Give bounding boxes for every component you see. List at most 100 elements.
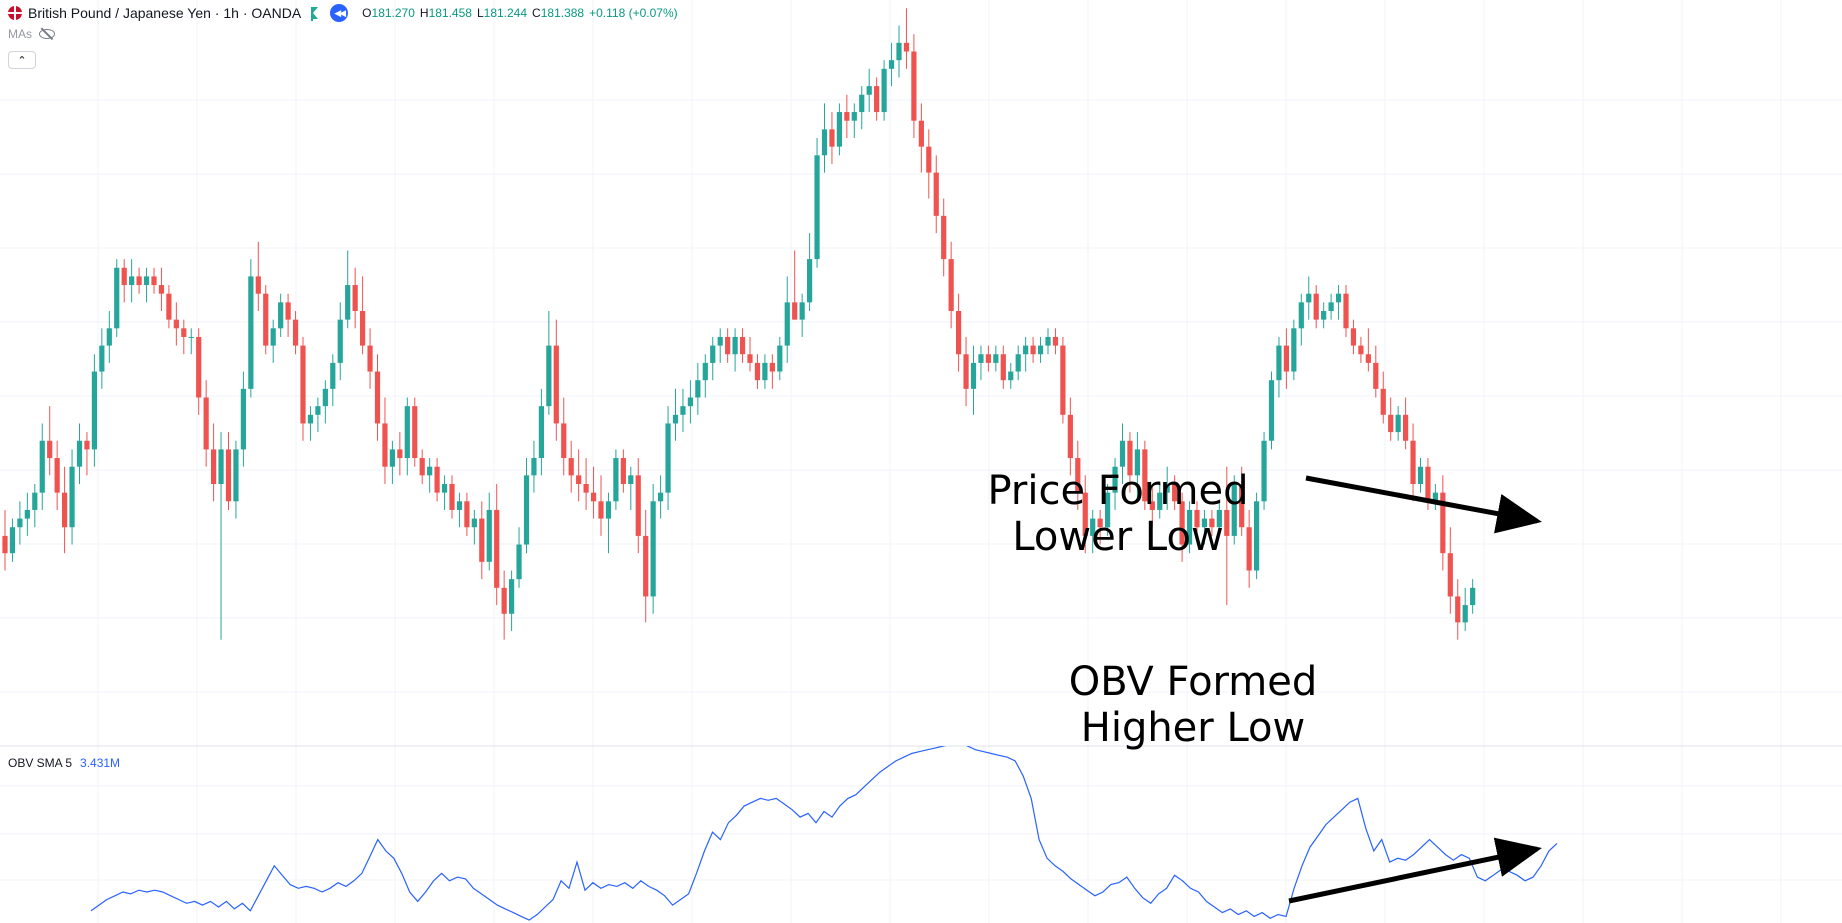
candle-body	[1231, 484, 1237, 536]
candle-body	[278, 302, 284, 329]
candle-body	[270, 328, 276, 346]
candle-body	[523, 475, 530, 545]
candle-body	[665, 423, 671, 493]
candle-body	[69, 466, 75, 528]
candle-body	[613, 458, 619, 502]
candle-body	[509, 579, 515, 614]
candle-body	[1313, 293, 1319, 320]
candle-body	[1105, 492, 1111, 528]
price-candles	[2, 8, 1476, 640]
candle-body	[1157, 492, 1163, 510]
ma-indicator-row: MAs	[8, 27, 55, 41]
candle-body	[799, 302, 805, 320]
candle-body	[1470, 587, 1476, 606]
candle-body	[1268, 380, 1275, 441]
replay-icon[interactable]: ◀◀	[330, 4, 349, 22]
candle-body	[1306, 293, 1312, 303]
candle-body	[993, 354, 999, 363]
candle-body	[829, 129, 835, 147]
candle-body	[32, 492, 38, 510]
candle-body	[1082, 492, 1088, 536]
candle-body	[672, 414, 679, 424]
candle-body	[263, 293, 269, 346]
candle-body	[710, 345, 716, 363]
candle-body	[1276, 345, 1282, 381]
candle-body	[114, 267, 120, 329]
candle-body	[1186, 509, 1193, 545]
candle-body	[866, 86, 872, 95]
candle-body	[91, 371, 97, 450]
candle-body	[1060, 345, 1066, 415]
candle-body	[1455, 596, 1461, 623]
candle-body	[680, 406, 686, 415]
ohlc-open: O181.270	[362, 6, 415, 20]
candle-body	[196, 336, 202, 398]
candle-body	[1015, 354, 1021, 372]
candle-body	[717, 336, 723, 346]
candle-body	[471, 518, 477, 528]
candle-body	[1216, 509, 1222, 528]
candle-body	[903, 42, 910, 52]
candle-body	[1246, 527, 1252, 571]
price-annotation-line2: Lower Low	[1012, 514, 1224, 560]
ohlc-change: +0.118 (+0.07%)	[589, 6, 678, 20]
candle-body	[844, 112, 850, 121]
ma-label[interactable]: MAs	[8, 27, 32, 41]
candle-body	[851, 112, 857, 121]
candle-body	[620, 458, 626, 484]
candle-body	[166, 293, 172, 320]
eye-off-icon[interactable]	[39, 29, 55, 39]
candle-body	[643, 535, 649, 597]
candle-body	[747, 354, 753, 363]
candle-body	[605, 501, 612, 519]
candle-body	[1462, 605, 1468, 623]
candle-body	[1380, 388, 1386, 415]
candle-body	[233, 449, 239, 502]
candle-body	[1328, 302, 1334, 311]
candle-body	[1037, 345, 1044, 355]
candle-body	[129, 276, 135, 286]
candle-body	[1179, 501, 1185, 545]
candle-body	[501, 587, 507, 614]
candle-body	[635, 475, 641, 536]
candle-body	[658, 492, 664, 502]
candle-body	[1291, 328, 1297, 372]
candle-body	[307, 414, 314, 424]
candle-body	[479, 518, 485, 562]
candle-body	[218, 449, 224, 484]
price-annotation-line1: Price Formed	[987, 468, 1249, 514]
candle-body	[836, 112, 842, 147]
candle-body	[1023, 345, 1029, 355]
collapse-legend-button[interactable]: ⌃	[8, 51, 36, 69]
ohlc-close: C181.388	[532, 6, 585, 20]
candle-body	[255, 276, 261, 294]
candle-body	[345, 285, 351, 320]
candle-body	[1321, 311, 1327, 320]
candle-body	[948, 259, 954, 311]
candle-body	[158, 285, 165, 294]
candle-body	[1201, 518, 1208, 528]
candle-body	[1075, 458, 1081, 493]
candle-body	[576, 475, 582, 484]
candle-body	[404, 406, 410, 459]
obv-label[interactable]: OBV SMA 5	[8, 756, 73, 770]
candle-body	[1224, 509, 1230, 536]
candle-body	[888, 60, 895, 69]
obv-annotation: OBV Formed Higher Low	[1058, 659, 1328, 751]
obv-higher-low-arrow	[1288, 837, 1542, 904]
ohlc-low: L181.244	[476, 6, 528, 20]
candle-body	[54, 458, 60, 493]
candle-body	[292, 319, 299, 346]
candle-body	[106, 328, 112, 346]
candle-body	[1164, 484, 1170, 493]
candle-body	[792, 302, 798, 320]
candle-body	[434, 466, 440, 493]
obv-value: 3.431M	[80, 756, 121, 770]
candle-body	[151, 276, 157, 286]
candle-body	[628, 475, 634, 484]
candle-body	[546, 345, 552, 407]
candle-body	[337, 319, 343, 363]
symbol-title[interactable]: British Pound / Japanese Yen · 1h · OAND…	[28, 5, 302, 21]
